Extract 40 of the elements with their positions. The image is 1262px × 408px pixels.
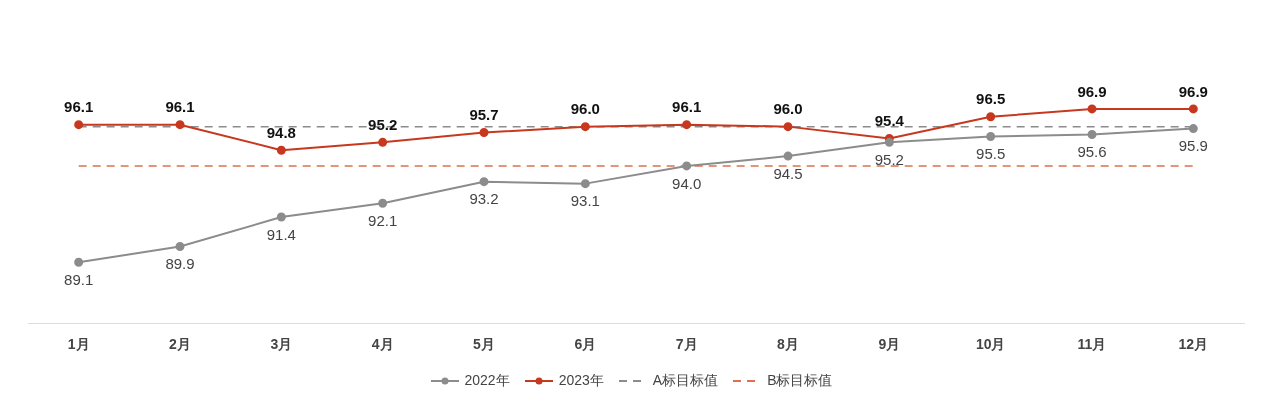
data-label: 94.0 [672, 174, 702, 192]
x-tick-label: 6月 [574, 336, 597, 353]
legend-label: 2023年 [558, 372, 604, 390]
x-tick-label: 2月 [169, 336, 191, 353]
x-tick-label: 4月 [371, 336, 394, 353]
data-label: 96.0 [570, 100, 600, 118]
x-tick-label: 10月 [975, 336, 1006, 353]
data-label: 95.4 [874, 112, 905, 130]
data-label: 89.1 [64, 270, 94, 288]
x-tick-label: 12月 [1178, 336, 1209, 353]
data-label: 94.5 [773, 164, 803, 182]
x-tick-label: 8月 [777, 336, 799, 353]
legend-label: A标目标值 [652, 372, 719, 390]
data-label: 93.2 [469, 190, 499, 208]
data-label: 96.9 [1077, 82, 1107, 100]
data-label: 95.9 [1178, 137, 1208, 155]
data-label: 96.0 [773, 100, 803, 118]
data-label: 95.2 [874, 150, 904, 168]
data-label: 94.8 [266, 123, 296, 141]
data-label: 96.1 [672, 98, 702, 116]
data-label: 91.4 [266, 225, 296, 243]
data-label: 95.7 [469, 106, 499, 124]
legend-label: B标目标值 [767, 372, 833, 390]
x-tick-label: 9月 [878, 336, 901, 353]
legend-label: 2022年 [464, 372, 510, 390]
x-tick-label: 1月 [67, 336, 90, 353]
data-label: 89.9 [165, 255, 195, 273]
data-label: 96.1 [64, 98, 94, 116]
data-label: 95.5 [976, 145, 1006, 163]
data-label: 96.1 [165, 98, 195, 116]
x-tick-label: 5月 [473, 336, 495, 353]
data-label: 95.2 [368, 115, 398, 133]
x-tick-label: 3月 [270, 336, 293, 353]
data-label: 95.6 [1077, 143, 1107, 161]
data-label: 93.1 [570, 192, 600, 210]
data-label: 96.5 [976, 90, 1006, 108]
x-tick-label: 7月 [675, 336, 698, 353]
x-tick-label: 11月 [1077, 336, 1107, 353]
data-label: 96.9 [1178, 82, 1208, 100]
data-label: 92.1 [368, 211, 398, 229]
